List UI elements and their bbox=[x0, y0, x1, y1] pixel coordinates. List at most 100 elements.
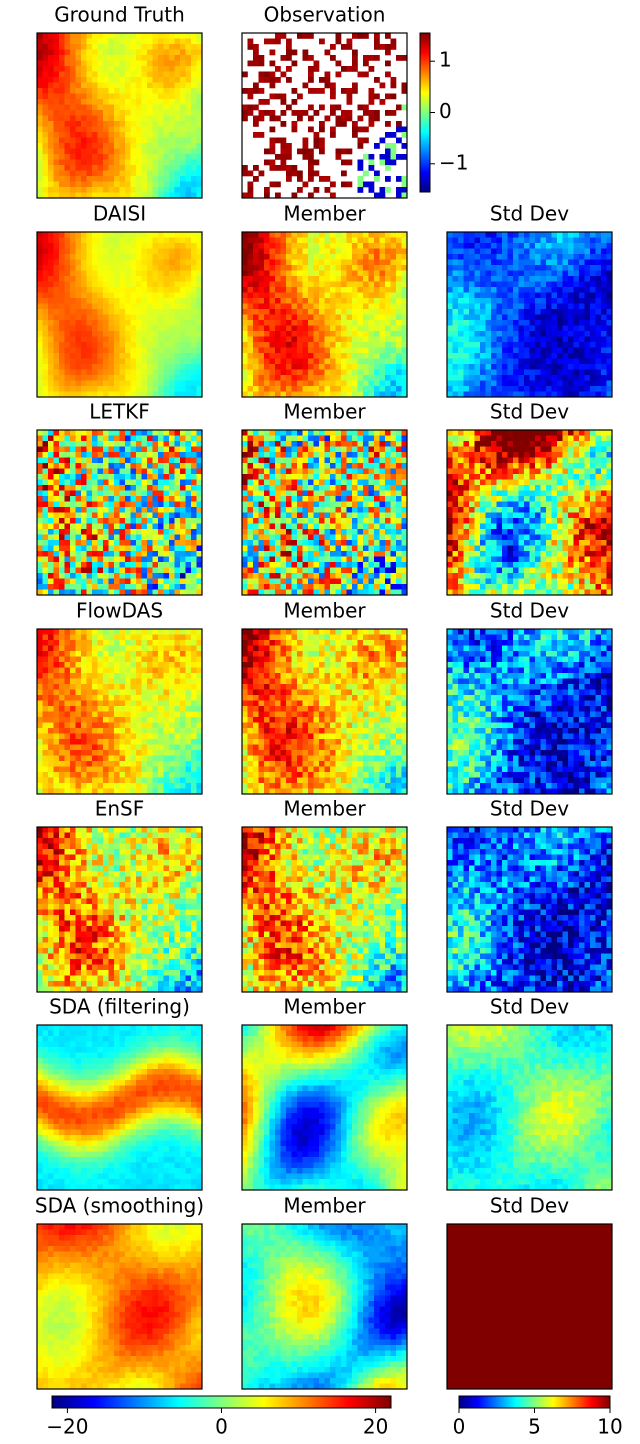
heatmap-cell bbox=[119, 435, 126, 442]
heatmap-cell bbox=[169, 320, 175, 326]
heatmap-cell bbox=[180, 243, 186, 249]
heatmap-cell bbox=[269, 342, 276, 348]
heatmap-cell bbox=[502, 358, 508, 365]
heatmap-cell bbox=[341, 342, 347, 348]
heatmap-cell bbox=[163, 314, 170, 321]
heatmap-cell bbox=[191, 446, 197, 453]
heatmap-cell bbox=[341, 159, 347, 166]
heatmap-cell bbox=[37, 529, 43, 535]
heatmap-cell bbox=[247, 364, 254, 370]
heatmap-cell bbox=[196, 562, 203, 568]
heatmap-cell bbox=[335, 309, 342, 315]
heatmap-cell bbox=[97, 435, 104, 442]
heatmap-cell bbox=[163, 523, 170, 530]
heatmap-cell bbox=[37, 364, 43, 370]
heatmap-cell bbox=[185, 589, 192, 596]
heatmap-cell bbox=[103, 148, 109, 155]
heatmap-cell bbox=[125, 148, 131, 155]
heatmap-cell bbox=[579, 292, 585, 299]
heatmap-cell bbox=[390, 243, 397, 249]
heatmap-cell bbox=[346, 38, 353, 45]
heatmap-cell bbox=[92, 243, 98, 249]
heatmap-cell bbox=[185, 110, 192, 116]
heatmap-cell bbox=[297, 276, 303, 282]
heatmap-cell bbox=[114, 88, 120, 94]
heatmap-cell bbox=[275, 276, 281, 282]
heatmap-cell bbox=[64, 187, 71, 193]
heatmap-cell bbox=[81, 523, 87, 530]
heatmap-cell bbox=[313, 281, 320, 288]
heatmap-cell bbox=[130, 573, 137, 579]
heatmap-cell bbox=[191, 292, 197, 299]
heatmap-cell bbox=[463, 325, 470, 332]
heatmap-cell bbox=[601, 265, 607, 271]
heatmap-cell bbox=[374, 248, 380, 255]
heatmap-cell bbox=[141, 578, 148, 585]
heatmap-cell bbox=[152, 309, 159, 315]
heatmap-cell bbox=[196, 265, 203, 271]
heatmap-cell bbox=[119, 446, 126, 453]
heatmap-cell bbox=[108, 441, 115, 447]
heatmap-cell bbox=[185, 71, 192, 78]
heatmap-cell bbox=[330, 259, 336, 266]
heatmap-cell bbox=[185, 457, 192, 464]
heatmap-cell bbox=[92, 463, 98, 469]
heatmap-cell bbox=[75, 479, 82, 486]
heatmap-cell bbox=[452, 281, 459, 288]
heatmap-cell bbox=[108, 325, 115, 332]
heatmap-cell bbox=[374, 276, 380, 282]
heatmap-cell bbox=[37, 485, 43, 491]
heatmap-cell bbox=[452, 314, 459, 321]
heatmap-cell bbox=[341, 170, 347, 177]
heatmap-cell bbox=[42, 165, 49, 171]
heatmap-cell bbox=[97, 556, 104, 563]
heatmap-cell bbox=[275, 430, 281, 436]
heatmap-cell bbox=[108, 110, 115, 116]
heatmap-cell bbox=[75, 584, 82, 590]
heatmap-cell bbox=[485, 270, 492, 277]
heatmap-cell bbox=[64, 38, 71, 45]
heatmap-cell bbox=[518, 259, 525, 266]
heatmap-cell bbox=[114, 66, 120, 72]
heatmap-cell bbox=[103, 518, 109, 524]
heatmap-cell bbox=[163, 512, 170, 519]
heatmap-cell bbox=[357, 325, 364, 332]
heatmap-cell bbox=[258, 259, 265, 266]
heatmap-cell bbox=[191, 159, 197, 166]
heatmap-cell bbox=[97, 512, 104, 519]
heatmap-cell bbox=[158, 104, 164, 111]
heatmap-cell bbox=[374, 347, 380, 354]
heatmap-cell bbox=[341, 375, 347, 381]
heatmap-cell bbox=[158, 545, 164, 552]
heatmap-cell bbox=[86, 380, 93, 387]
heatmap-cell bbox=[174, 137, 181, 144]
heatmap-cell bbox=[247, 88, 254, 94]
heatmap-cell bbox=[147, 93, 153, 100]
heatmap-cell bbox=[147, 88, 153, 94]
heatmap-cell bbox=[269, 259, 276, 266]
heatmap-cell bbox=[357, 336, 364, 343]
heatmap-cell bbox=[125, 507, 131, 513]
heatmap-cell bbox=[141, 452, 148, 458]
heatmap-cell bbox=[302, 452, 309, 458]
heatmap-cell bbox=[368, 342, 375, 348]
heatmap-cell bbox=[59, 187, 65, 193]
heatmap-cell bbox=[114, 99, 120, 105]
heatmap-cell bbox=[396, 281, 402, 288]
heatmap-cell bbox=[313, 386, 320, 392]
heatmap-cell bbox=[291, 232, 298, 238]
heatmap-cell bbox=[130, 254, 137, 260]
heatmap-cell bbox=[169, 88, 175, 94]
heatmap-cell bbox=[64, 507, 71, 513]
heatmap-cell bbox=[37, 430, 43, 436]
heatmap-cell bbox=[242, 314, 248, 321]
heatmap-cell bbox=[557, 281, 563, 288]
heatmap-cell bbox=[385, 309, 391, 315]
heatmap-cell bbox=[48, 33, 54, 39]
heatmap-cell bbox=[81, 369, 87, 376]
heatmap-cell bbox=[595, 259, 602, 266]
heatmap-cell bbox=[125, 254, 131, 260]
heatmap-cell bbox=[42, 115, 49, 122]
heatmap-cell bbox=[191, 336, 197, 343]
heatmap-cell bbox=[92, 232, 98, 238]
